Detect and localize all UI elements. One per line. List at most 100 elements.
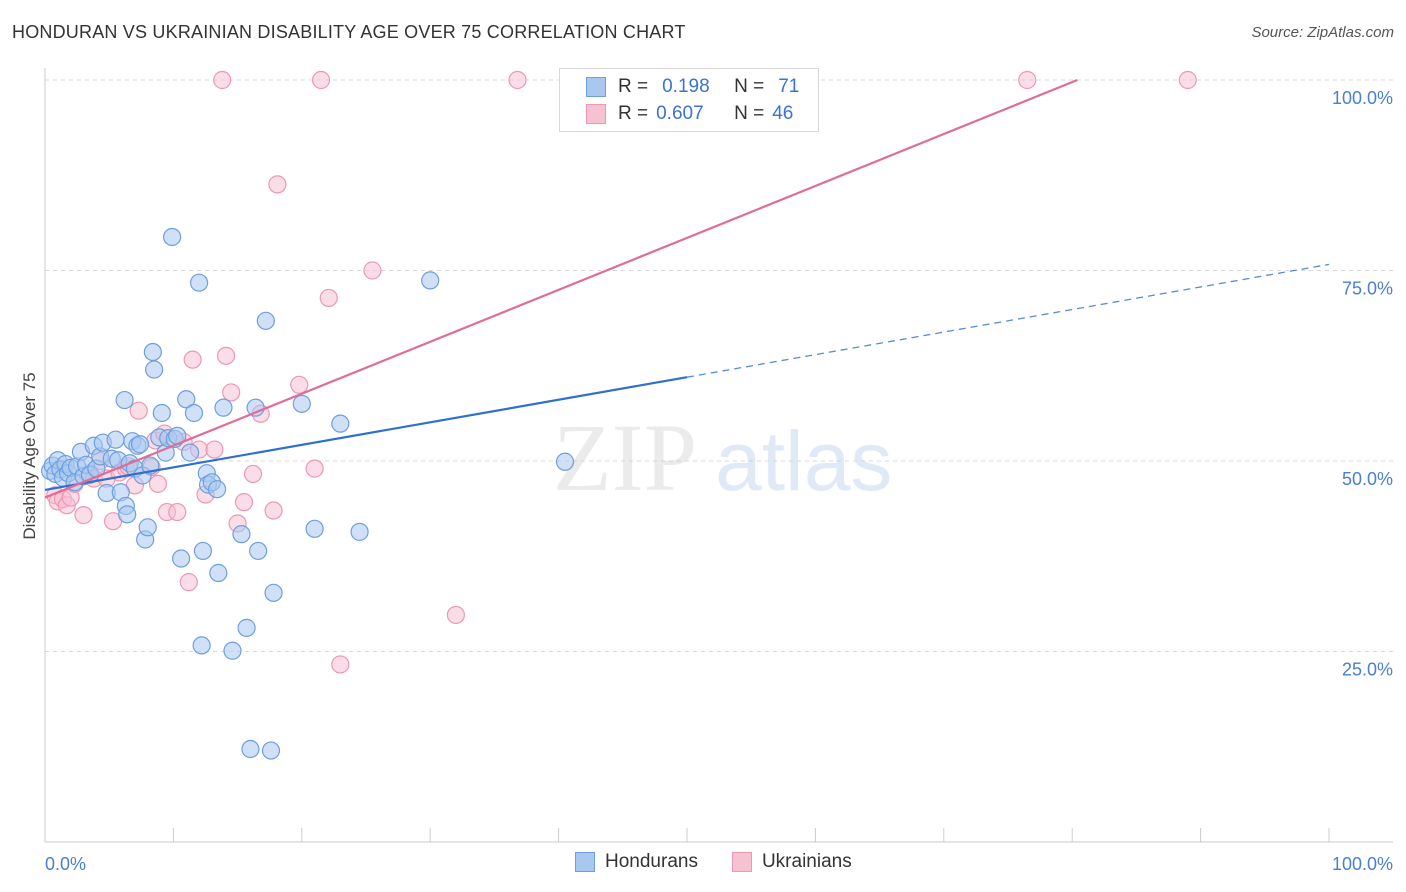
y-tick-label: 75.0% <box>1342 279 1393 299</box>
honduran-point <box>261 741 281 760</box>
honduran-point <box>193 541 213 561</box>
honduran-point <box>331 414 350 433</box>
honduran-point <box>555 452 575 471</box>
honduran-point <box>143 342 162 362</box>
ukrainian-point <box>1018 70 1037 90</box>
honduran-point <box>207 480 227 499</box>
honduran-point <box>189 273 209 292</box>
honduran-point <box>172 549 191 568</box>
y-axis-label: Disability Age Over 75 <box>20 372 39 539</box>
ukrainian-point <box>311 70 331 90</box>
honduran-point <box>214 398 233 417</box>
y-tick-label: 25.0% <box>1342 660 1393 680</box>
legend-row-hondurans: R = 0.198 N = 71 <box>586 74 799 100</box>
ukrainian-point <box>1178 70 1197 90</box>
bottom-legend: Hondurans Ukrainians <box>575 851 886 873</box>
ukrainians-points <box>46 70 1197 674</box>
ukrainian-point <box>508 70 527 90</box>
svg-text:atlas: atlas <box>715 414 892 508</box>
honduran-point <box>249 541 268 561</box>
honduran-point <box>130 435 150 454</box>
legend-n-label: N = <box>734 103 765 124</box>
honduran-point <box>246 398 265 417</box>
source-label: Source: ZipAtlas.com <box>1251 24 1394 41</box>
honduran-point <box>180 443 200 462</box>
chart-title: HONDURAN VS UKRAINIAN DISABILITY AGE OVE… <box>12 22 686 42</box>
legend-r-label: R = <box>618 103 649 124</box>
ukrainian-point <box>205 440 224 459</box>
honduran-point <box>145 360 164 379</box>
svg-text:ZIP: ZIP <box>553 404 697 511</box>
honduran-point <box>152 403 171 423</box>
ukrainian-point <box>74 506 93 525</box>
honduran-point <box>138 518 157 537</box>
grid-lines <box>45 79 1393 652</box>
pink-swatch <box>731 852 752 872</box>
ukrainian-point <box>234 493 254 512</box>
legend-item-hondurans[interactable]: Hondurans <box>575 851 698 873</box>
honduran-point <box>184 403 204 423</box>
legend-r-value: 0.198 <box>662 76 710 97</box>
ukrainian-point <box>290 375 309 394</box>
legend-item-ukrainians[interactable]: Ukrainians <box>731 851 852 873</box>
ukrainian-point <box>264 501 283 520</box>
legend-n-value: 71 <box>778 76 800 97</box>
ukrainian-point <box>213 70 232 90</box>
ukrainians-trend-line <box>44 78 1078 499</box>
x-tick-label: 100.0% <box>1332 854 1393 874</box>
honduran-point <box>241 739 260 759</box>
legend-label: Hondurans <box>605 851 698 872</box>
y-tick-label: 50.0% <box>1342 469 1393 489</box>
ukrainian-point <box>331 655 350 674</box>
axes <box>44 68 1393 843</box>
ukrainian-point <box>168 502 187 522</box>
tick-labels: 25.0% 50.0% 75.0% 100.0% 0.0% 100.0% <box>44 88 1393 874</box>
x-tick-label: 0.0% <box>45 854 86 874</box>
ukrainian-point <box>268 175 287 194</box>
blue-swatch <box>586 77 606 97</box>
hondurans-points <box>41 227 575 760</box>
honduran-point <box>118 505 137 524</box>
honduran-point <box>192 636 211 655</box>
honduran-point <box>115 390 134 410</box>
ukrainian-point <box>446 605 465 625</box>
ukrainian-point <box>363 261 382 280</box>
hondurans-trend-extension <box>686 263 1330 378</box>
honduran-point <box>292 394 311 413</box>
honduran-point <box>209 563 228 583</box>
legend-box: R = 0.198 N = 71 R = 0.607 N = 46 <box>559 68 819 132</box>
ukrainian-point <box>319 288 338 308</box>
honduran-point <box>264 583 283 602</box>
honduran-point <box>305 519 324 538</box>
legend-n-value: 46 <box>772 103 794 124</box>
ukrainian-point <box>148 474 168 493</box>
y-tick-label: 100.0% <box>1332 88 1393 108</box>
ukrainian-point <box>243 464 263 484</box>
honduran-point <box>223 641 242 660</box>
honduran-point <box>106 430 125 449</box>
legend-row-ukrainians: R = 0.607 N = 46 <box>586 101 793 127</box>
ukrainian-point <box>222 383 241 402</box>
legend-r-value: 0.607 <box>656 103 704 124</box>
ukrainian-point <box>216 346 236 365</box>
legend-r-label: R = <box>618 76 649 97</box>
honduran-point <box>163 227 182 247</box>
honduran-point <box>256 311 275 330</box>
blue-swatch <box>575 852 595 872</box>
honduran-point <box>232 525 251 544</box>
honduran-point <box>177 390 196 409</box>
legend-label: Ukrainians <box>761 851 852 872</box>
honduran-point <box>421 271 440 290</box>
zipatlas-watermark: ZIP atlas <box>553 404 892 511</box>
pink-swatch <box>586 104 606 124</box>
ukrainian-point <box>183 350 202 369</box>
honduran-point <box>237 618 256 637</box>
ukrainian-point <box>179 573 198 592</box>
honduran-point <box>350 522 369 541</box>
ukrainian-point <box>129 401 148 420</box>
hondurans-trend-line <box>44 376 688 492</box>
ukrainian-point <box>305 459 324 478</box>
trend-lines <box>44 78 1330 499</box>
legend-n-label: N = <box>734 76 765 97</box>
